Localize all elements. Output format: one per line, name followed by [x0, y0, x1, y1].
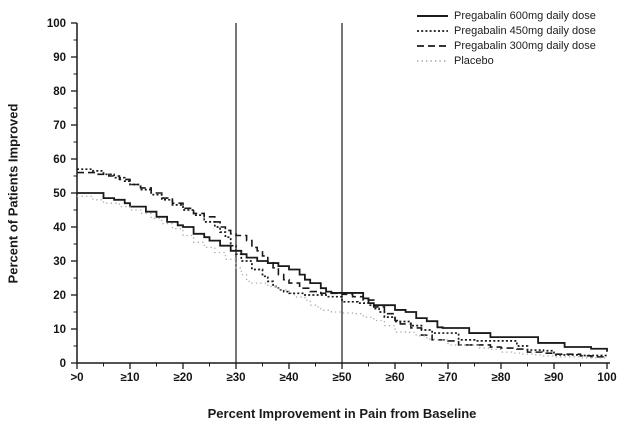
series-curve-3	[77, 195, 608, 359]
dense-dotted-line-icon	[417, 30, 448, 32]
y-tick-label: 20	[53, 290, 66, 302]
y-tick-label: 70	[53, 120, 66, 132]
y-axis-label: Percent of Patients Improved	[5, 103, 21, 284]
y-tick-label: 40	[53, 222, 66, 234]
y-tick-label: 60	[53, 154, 66, 166]
x-tick-label: ≥80	[491, 372, 510, 384]
y-tick-label: 100	[47, 18, 66, 30]
series-curve-0	[77, 192, 608, 352]
dashed-line-icon	[417, 45, 448, 47]
legend-label: Pregabalin 600mg daily dose	[454, 10, 596, 22]
y-tick-label: 0	[60, 358, 66, 370]
chart-legend: Pregabalin 600mg daily dose Pregabalin 4…	[416, 9, 596, 68]
x-tick-label: ≥50	[332, 372, 351, 384]
x-tick-label: ≥10	[120, 372, 139, 384]
x-tick-label: ≥90	[544, 372, 563, 384]
x-axis-label: Percent Improvement in Pain from Baselin…	[207, 406, 477, 421]
x-tick-label: ≥20	[173, 372, 192, 384]
x-tick-label: ≥30	[226, 372, 245, 384]
y-tick-label: 50	[53, 188, 66, 200]
legend-item-pregabalin-600: Pregabalin 600mg daily dose	[416, 9, 596, 23]
x-tick-label: ≥60	[385, 372, 404, 384]
y-tick-label: 90	[53, 52, 66, 64]
series-curve-2	[77, 171, 608, 358]
y-tick-label: 10	[53, 324, 66, 336]
series-curve-1	[77, 168, 608, 357]
y-tick-label: 80	[53, 86, 66, 98]
legend-item-placebo: Placebo	[416, 54, 596, 68]
legend-item-pregabalin-300: Pregabalin 300mg daily dose	[416, 39, 596, 53]
x-tick-label: ≥40	[279, 372, 298, 384]
x-tick-label: 100	[597, 372, 616, 384]
legend-item-pregabalin-450: Pregabalin 450mg daily dose	[416, 24, 596, 38]
x-tick-label: ≥70	[438, 372, 457, 384]
legend-label: Pregabalin 300mg daily dose	[454, 40, 596, 52]
x-tick-label: >0	[70, 372, 83, 384]
light-dotted-line-icon	[417, 60, 448, 62]
y-tick-label: 30	[53, 256, 66, 268]
legend-label: Pregabalin 450mg daily dose	[454, 25, 596, 37]
legend-label: Placebo	[454, 55, 494, 67]
solid-line-icon	[417, 15, 448, 17]
